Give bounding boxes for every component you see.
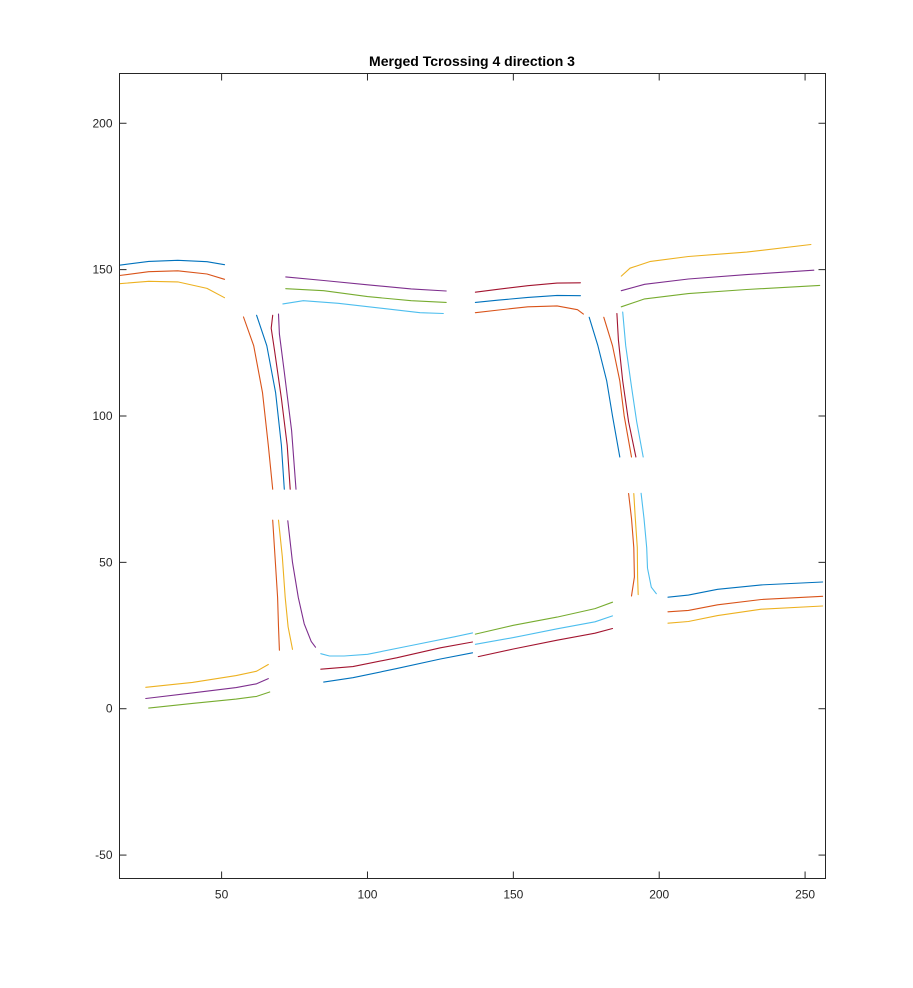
series-line-25 xyxy=(633,493,639,596)
series-line-32 xyxy=(148,691,271,709)
series-line-15 xyxy=(270,314,291,490)
series-line-3 xyxy=(118,280,226,299)
series-line-16 xyxy=(277,313,297,490)
series-line-12 xyxy=(620,284,821,308)
series-line-29 xyxy=(667,605,824,624)
series-line-34 xyxy=(320,641,474,670)
y-tick-label: 100 xyxy=(92,409,112,423)
y-tick-label: 150 xyxy=(92,263,112,277)
series-line-18 xyxy=(277,519,294,650)
series-line-10 xyxy=(620,243,812,277)
x-tick-label: 50 xyxy=(215,888,229,902)
series-line-9 xyxy=(474,305,584,315)
series-line-23 xyxy=(622,311,644,458)
series-line-37 xyxy=(474,615,614,645)
series-line-24 xyxy=(628,493,635,597)
series-line-2 xyxy=(118,270,226,280)
series-line-17 xyxy=(272,519,280,651)
y-tick-label: 0 xyxy=(106,702,113,716)
series-line-26 xyxy=(640,492,657,595)
series-line-35 xyxy=(323,652,474,683)
series-line-21 xyxy=(603,316,633,458)
chart-title: Merged Tcrossing 4 direction 3 xyxy=(369,53,575,69)
series-line-7 xyxy=(474,282,581,293)
series-line-20 xyxy=(588,316,621,458)
series-line-14 xyxy=(256,314,285,490)
series-line-8 xyxy=(474,294,581,303)
series-line-27 xyxy=(667,581,824,598)
y-tick-label: 200 xyxy=(92,116,112,130)
plot-lines xyxy=(118,243,824,709)
y-tick-label: -50 xyxy=(95,848,113,862)
series-line-1 xyxy=(118,259,226,266)
series-line-36 xyxy=(474,601,614,635)
series-line-31 xyxy=(145,678,269,700)
series-line-22 xyxy=(616,312,637,458)
series-line-11 xyxy=(620,269,815,292)
series-line-33 xyxy=(320,632,474,657)
series-line-6 xyxy=(282,300,444,315)
x-tick-label: 200 xyxy=(649,888,669,902)
y-tick-label: 50 xyxy=(99,555,113,569)
series-line-38 xyxy=(477,627,614,658)
series-line-5 xyxy=(285,288,447,303)
series-line-4 xyxy=(285,276,447,292)
x-tick-label: 100 xyxy=(357,888,377,902)
x-tick-label: 250 xyxy=(795,888,815,902)
x-tick-label: 150 xyxy=(503,888,523,902)
series-line-28 xyxy=(667,595,824,613)
series-line-13 xyxy=(242,316,274,490)
y-axis-ticks: -50 0 50 100 150 200 xyxy=(92,116,826,862)
plot-area-frame xyxy=(119,73,826,879)
series-line-30 xyxy=(145,663,269,688)
x-axis-ticks: 50 100 150 200 250 xyxy=(215,73,815,902)
series-line-19 xyxy=(287,520,317,648)
